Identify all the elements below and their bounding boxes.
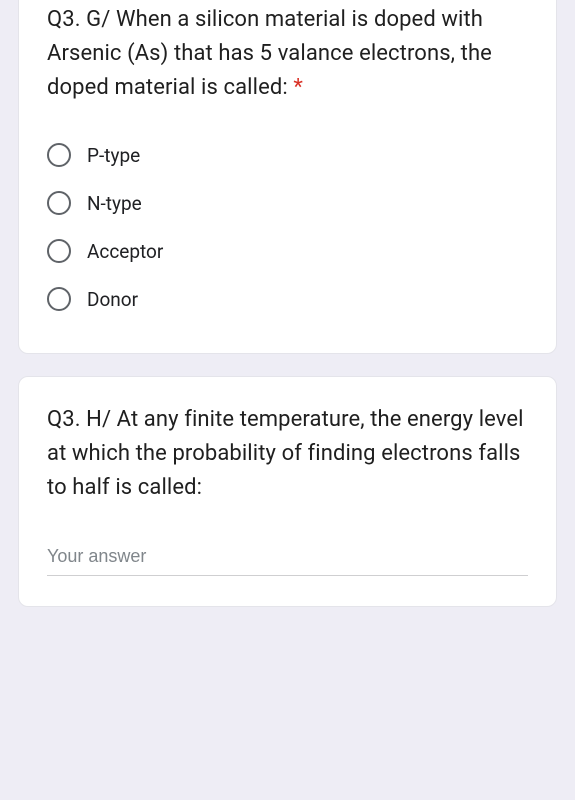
question-text: Q3. G/ When a silicon material is doped … <box>47 3 528 105</box>
question-body: Q3. G/ When a silicon material is doped … <box>47 7 492 100</box>
options-group: P-type N-type Acceptor Donor <box>47 131 528 323</box>
option-acceptor[interactable]: Acceptor <box>47 227 528 275</box>
required-mark: * <box>293 75 303 100</box>
option-label: N-type <box>87 192 142 215</box>
option-p-type[interactable]: P-type <box>47 131 528 179</box>
question-text: Q3. H/ At any finite temperature, the en… <box>47 403 528 505</box>
question-card-g: Q3. G/ When a silicon material is doped … <box>18 0 557 354</box>
radio-icon <box>47 287 71 311</box>
answer-input[interactable] <box>47 540 528 576</box>
option-n-type[interactable]: N-type <box>47 179 528 227</box>
radio-icon <box>47 143 71 167</box>
option-label: Acceptor <box>87 240 163 263</box>
option-label: Donor <box>87 288 138 311</box>
radio-icon <box>47 191 71 215</box>
question-card-h: Q3. H/ At any finite temperature, the en… <box>18 376 557 606</box>
option-label: P-type <box>87 144 140 167</box>
radio-icon <box>47 239 71 263</box>
option-donor[interactable]: Donor <box>47 275 528 323</box>
